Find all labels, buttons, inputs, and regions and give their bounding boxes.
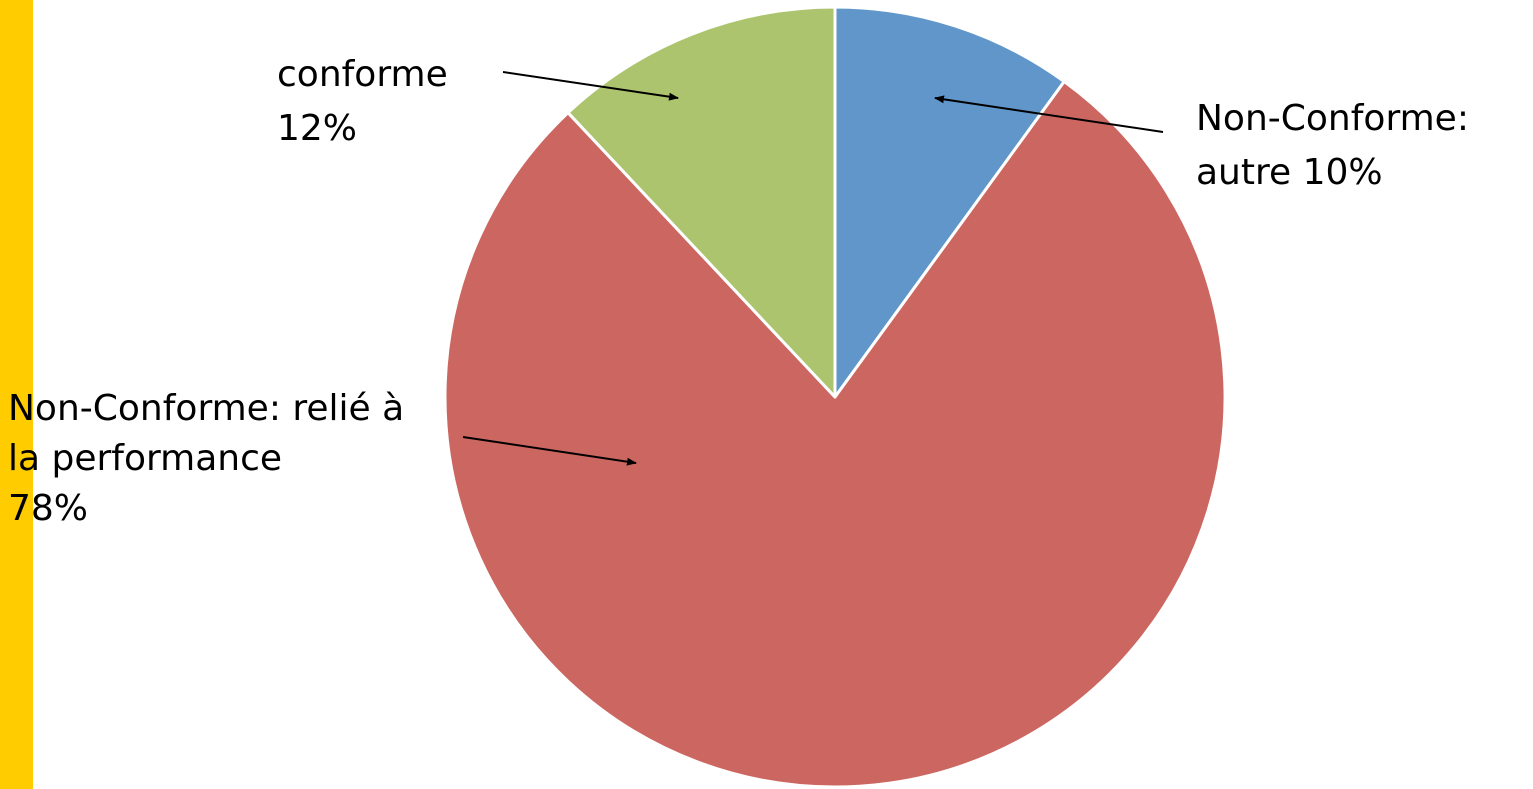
leader-arrow-autre bbox=[934, 95, 1164, 133]
pie-slice-3 bbox=[566, 5, 837, 399]
label-autre-line1: Non-Conforme: bbox=[1196, 98, 1469, 139]
label-autre-line2: autre 10% bbox=[1196, 152, 1383, 193]
leader-arrow-conforme bbox=[502, 71, 679, 101]
pie-slice-2 bbox=[443, 79, 1227, 789]
label-performance-line3: 78% bbox=[8, 488, 88, 529]
pie-slices bbox=[443, 5, 1227, 789]
accent-bar bbox=[0, 0, 33, 789]
label-conforme-line1: conforme bbox=[277, 54, 448, 95]
leader-arrow-performance bbox=[462, 436, 637, 466]
label-performance-line2: la performance bbox=[8, 438, 282, 479]
label-conforme-line2: 12% bbox=[277, 108, 357, 149]
label-performance-line1: Non-Conforme: relié à bbox=[8, 388, 404, 429]
pie-slice-1 bbox=[833, 5, 1066, 399]
